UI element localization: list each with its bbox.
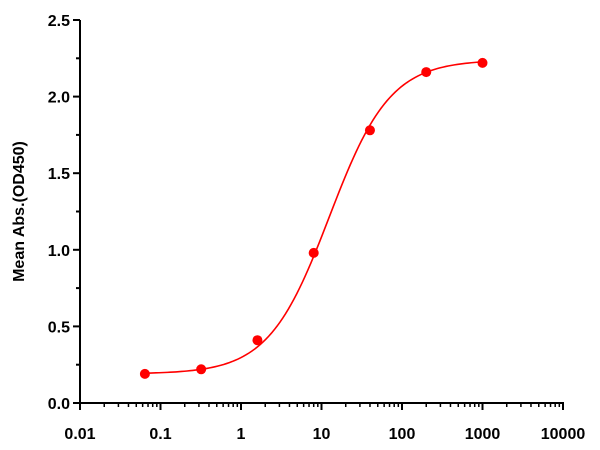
fit-curve <box>144 61 483 374</box>
x-tick-label: 0.01 <box>64 426 95 443</box>
y-tick-label: 1.5 <box>48 166 70 183</box>
x-tick-label: 1000 <box>465 426 501 443</box>
axes: 0.0 0.5 1.0 1.5 2.0 2.5 0.01 0.1 1 10 100 1000 10000 <box>48 13 586 443</box>
data-point <box>252 335 263 346</box>
y-tick-label: 0.5 <box>48 319 70 336</box>
data-point <box>421 67 432 78</box>
data-points <box>139 57 488 379</box>
y-tick-label: 2.5 <box>48 13 70 30</box>
x-tick-label: 10000 <box>541 426 586 443</box>
y-axis-title: Mean Abs.(OD450) <box>11 141 28 282</box>
data-point <box>196 364 207 375</box>
x-tick-label: 1 <box>237 426 246 443</box>
x-tick-label: 0.1 <box>149 426 171 443</box>
fit-curve-layer <box>144 61 483 374</box>
y-tick-label: 1.0 <box>48 243 70 260</box>
y-tick-label: 0.0 <box>48 396 70 413</box>
y-tick-label: 2.0 <box>48 90 70 107</box>
data-point <box>364 125 375 136</box>
data-point <box>477 57 488 68</box>
x-tick-label: 100 <box>389 426 416 443</box>
data-point <box>139 368 150 379</box>
data-point <box>308 247 319 258</box>
x-tick-label: 10 <box>313 426 331 443</box>
